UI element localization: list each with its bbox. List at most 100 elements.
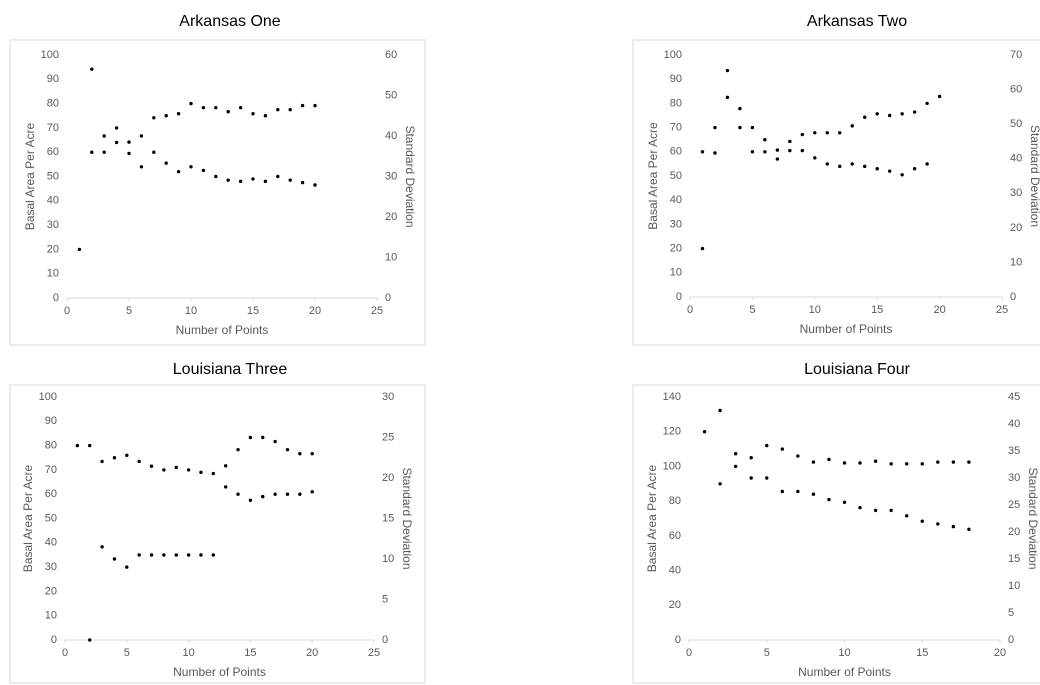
point [189, 165, 193, 169]
y2-tick-label: 30 [382, 391, 394, 403]
y-tick-label: 70 [45, 464, 57, 476]
point [700, 150, 705, 154]
y-tick-label: 80 [47, 98, 59, 110]
point [887, 169, 892, 173]
point [152, 150, 156, 154]
point [749, 456, 753, 460]
y2-tick-label: 30 [1010, 187, 1022, 199]
y-tick-label: 100 [41, 49, 59, 61]
point [75, 443, 80, 448]
chart-frame [9, 39, 426, 346]
point [920, 462, 924, 466]
y2-axis-title: Standard Deviation [400, 467, 414, 569]
y-tick-label: 80 [45, 440, 57, 452]
point [750, 125, 755, 130]
y-tick-label: 10 [45, 610, 57, 622]
point [261, 435, 265, 440]
point [850, 124, 854, 128]
point [263, 114, 268, 118]
chart-frame [632, 39, 1040, 346]
point [725, 68, 730, 73]
point [149, 553, 154, 557]
point [273, 439, 277, 444]
point [858, 461, 862, 465]
chart-frame [9, 384, 426, 684]
point [838, 164, 842, 169]
y2-tick-label: 15 [382, 512, 394, 524]
y2-tick-label: 25 [1008, 499, 1020, 511]
point [838, 131, 842, 135]
point [738, 125, 742, 130]
chart-title: Arkansas One [179, 13, 280, 30]
point [137, 553, 141, 557]
y-tick-label: 40 [45, 537, 57, 549]
point [858, 506, 862, 510]
point [102, 134, 106, 138]
point [263, 179, 268, 184]
point [125, 565, 129, 569]
y-axis-title: Basal Area Per Acre [646, 122, 660, 230]
point [125, 453, 129, 458]
point [825, 131, 829, 135]
y-tick-label: 30 [45, 561, 57, 573]
point [811, 460, 816, 464]
point [873, 459, 878, 463]
y-tick-label: 40 [47, 195, 59, 207]
point [796, 489, 800, 494]
point [127, 151, 131, 156]
point [261, 494, 265, 499]
y-tick-label: 90 [45, 415, 57, 427]
point [201, 105, 206, 110]
x-tick-label: 20 [306, 647, 318, 659]
x-tick-label: 0 [687, 304, 693, 316]
y-axis-title: Basal Area Per Acre [21, 464, 35, 572]
point [285, 492, 290, 496]
point [77, 247, 82, 252]
y-tick-label: 70 [47, 122, 59, 134]
y2-tick-label: 60 [385, 49, 397, 61]
point [813, 156, 817, 160]
y-tick-label: 50 [45, 512, 57, 524]
point [912, 110, 917, 114]
y-tick-label: 100 [664, 49, 682, 61]
point [90, 150, 94, 154]
point [863, 115, 867, 119]
point [775, 157, 780, 161]
point [251, 177, 255, 181]
point [139, 165, 144, 169]
y-tick-label: 50 [670, 170, 682, 182]
y2-tick-label: 10 [1010, 256, 1022, 268]
point [750, 150, 755, 154]
x-axis-title: Number of Points [176, 323, 269, 337]
point [718, 408, 722, 413]
point [905, 462, 909, 466]
point [300, 180, 305, 185]
point [288, 107, 292, 112]
y2-tick-label: 0 [385, 292, 391, 304]
x-tick-label: 20 [309, 305, 321, 317]
y-tick-label: 10 [47, 268, 59, 280]
point [775, 148, 780, 152]
point [313, 183, 317, 187]
y-tick-label: 40 [669, 564, 681, 576]
point [951, 524, 956, 529]
y2-tick-label: 0 [1008, 634, 1014, 646]
point [238, 179, 243, 184]
point [201, 168, 206, 173]
y-tick-label: 20 [47, 243, 59, 255]
x-axis-title: Number of Points [798, 665, 891, 679]
y2-tick-label: 20 [385, 211, 397, 223]
y-tick-label: 70 [670, 122, 682, 134]
point [273, 492, 277, 496]
y2-tick-label: 40 [385, 130, 397, 142]
point [310, 452, 314, 456]
y2-tick-label: 30 [1008, 472, 1020, 484]
point [920, 519, 924, 523]
chart-title: Louisiana Four [804, 361, 911, 378]
y-tick-label: 30 [670, 218, 682, 230]
point [164, 161, 168, 165]
point [738, 106, 742, 111]
x-tick-label: 15 [916, 647, 928, 659]
x-tick-label: 25 [371, 305, 383, 317]
point [100, 545, 104, 549]
